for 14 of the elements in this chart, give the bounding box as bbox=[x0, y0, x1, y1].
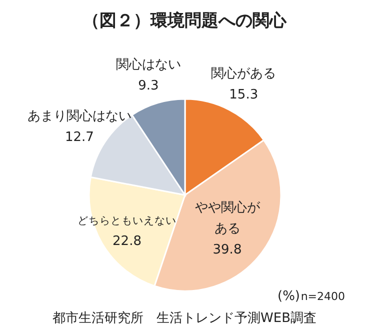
data-label: 22.8 bbox=[112, 234, 142, 249]
data-label: 9.3 bbox=[138, 78, 159, 94]
text: n=2400 bbox=[300, 290, 345, 303]
slice-label: あまり関心はない bbox=[27, 108, 132, 124]
data-label: 12.7 bbox=[64, 130, 94, 145]
text: 都市生活研究所 生活トレンド予測WEB調査 bbox=[52, 311, 316, 326]
data-label: 39.8 bbox=[212, 242, 242, 258]
text: (%) bbox=[278, 289, 300, 304]
slice-label: 関心はない bbox=[116, 56, 181, 73]
data-label: 15.3 bbox=[229, 88, 258, 103]
chart-title: （図２）環境問題への関心 bbox=[82, 11, 288, 31]
slice-label: やや関心がある bbox=[194, 200, 261, 237]
slice-label: 関心がある bbox=[211, 66, 276, 82]
slice-label: どちらともいえない bbox=[78, 214, 177, 227]
